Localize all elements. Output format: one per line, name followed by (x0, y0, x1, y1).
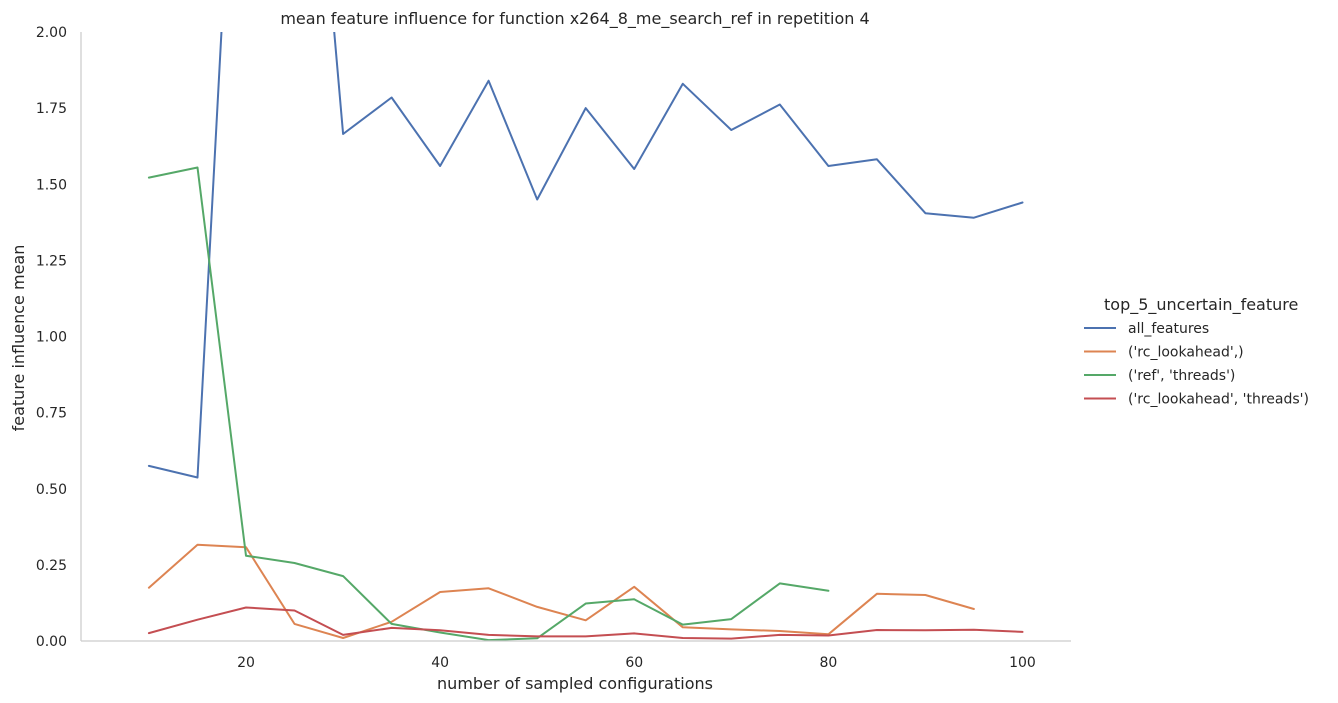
series-line-2 (147, 166, 830, 641)
legend-item: ('rc_lookahead',) (1084, 345, 1244, 361)
legend-title: top_5_uncertain_feature (1104, 295, 1298, 315)
y-tick-label: 0.00 (36, 634, 67, 650)
legend-label: all_features (1128, 321, 1209, 337)
y-tick-label: 1.50 (36, 177, 67, 193)
legend-label: ('rc_lookahead', 'threads') (1128, 392, 1309, 408)
x-axis-label: number of sampled configurations (437, 674, 713, 693)
series-line-0 (147, 32, 1024, 479)
chart-title: mean feature influence for function x264… (280, 9, 869, 29)
x-tick-label: 80 (819, 655, 837, 671)
legend-item: ('rc_lookahead', 'threads') (1084, 392, 1309, 408)
y-tick-label: 0.25 (36, 558, 67, 574)
y-axis-label: feature influence mean (9, 245, 28, 432)
legend-item: ('ref', 'threads') (1084, 368, 1235, 384)
x-tick-label: 20 (237, 655, 255, 671)
legend-label: ('ref', 'threads') (1128, 368, 1235, 384)
x-tick-labels: 20 40 60 80 100 (237, 655, 1036, 671)
x-tick-label: 40 (431, 655, 449, 671)
y-tick-label: 0.75 (36, 406, 67, 422)
series-lines (147, 32, 1024, 641)
x-tick-label: 100 (1009, 655, 1036, 671)
y-tick-label: 0.50 (36, 482, 67, 498)
legend-item: all_features (1084, 321, 1209, 337)
y-tick-label: 1.75 (36, 101, 67, 117)
legend-label: ('rc_lookahead',) (1128, 345, 1244, 361)
y-tick-label: 2.00 (36, 25, 67, 41)
series-line-3 (147, 606, 1024, 640)
x-tick-label: 60 (625, 655, 643, 671)
y-tick-labels: 0.00 0.25 0.50 0.75 1.00 1.25 1.50 1.75 2.00 (36, 25, 67, 650)
y-tick-label: 1.25 (36, 253, 67, 269)
series-line-1 (147, 543, 975, 639)
legend: top_5_uncertain_feature all_features ('rc… (1084, 295, 1309, 408)
y-tick-label: 1.00 (36, 330, 67, 346)
